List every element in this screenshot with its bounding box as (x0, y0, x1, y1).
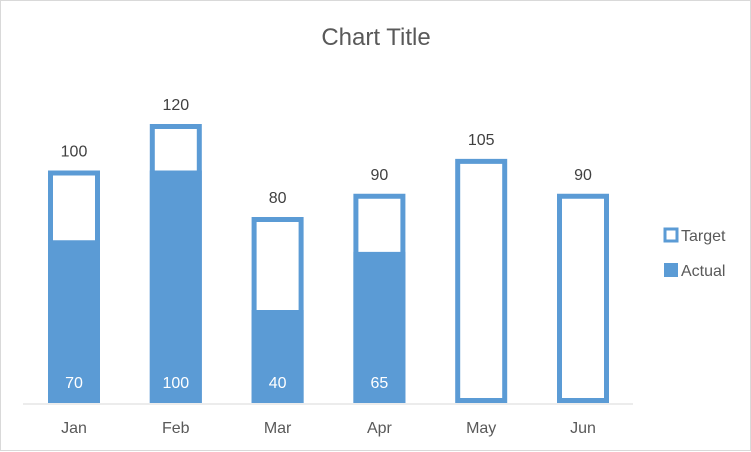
x-tick-label: May (466, 420, 496, 437)
legend-label-target: Target (681, 228, 726, 245)
legend: Target Actual (663, 227, 726, 280)
legend-swatch-target (663, 227, 679, 243)
target-value-label: 105 (468, 132, 495, 149)
actual-value-label: 40 (269, 375, 287, 392)
legend-label-actual: Actual (681, 263, 725, 280)
x-tick-label: Feb (162, 420, 190, 437)
x-tick-label: Jun (570, 420, 596, 437)
chart-title: Chart Title (321, 24, 430, 51)
actual-value-label: 65 (371, 375, 389, 392)
target-value-label: 90 (574, 167, 592, 184)
target-value-label: 80 (269, 190, 287, 207)
target-value-label: 120 (162, 97, 189, 114)
target-value-label: 90 (371, 167, 389, 184)
x-axis-ticks: Jan Feb Mar Apr May Jun (61, 420, 596, 437)
bars-layer: 100 70 120 100 80 40 90 65 105 90 (48, 97, 609, 403)
target-value-label: 100 (61, 144, 88, 161)
actual-value-label: 70 (65, 375, 83, 392)
legend-swatch-actual (664, 263, 678, 277)
target-bar-may (455, 158, 508, 403)
target-bar-jun (557, 193, 609, 403)
actual-bar-jan (48, 240, 100, 403)
x-tick-label: Apr (367, 420, 393, 437)
actual-bar-mar (251, 310, 304, 403)
actual-bar-feb (149, 170, 202, 403)
x-tick-label: Jan (61, 420, 87, 437)
x-tick-label: Mar (264, 420, 292, 437)
actual-value-label: 100 (162, 375, 189, 392)
actual-bar-apr (353, 251, 406, 403)
